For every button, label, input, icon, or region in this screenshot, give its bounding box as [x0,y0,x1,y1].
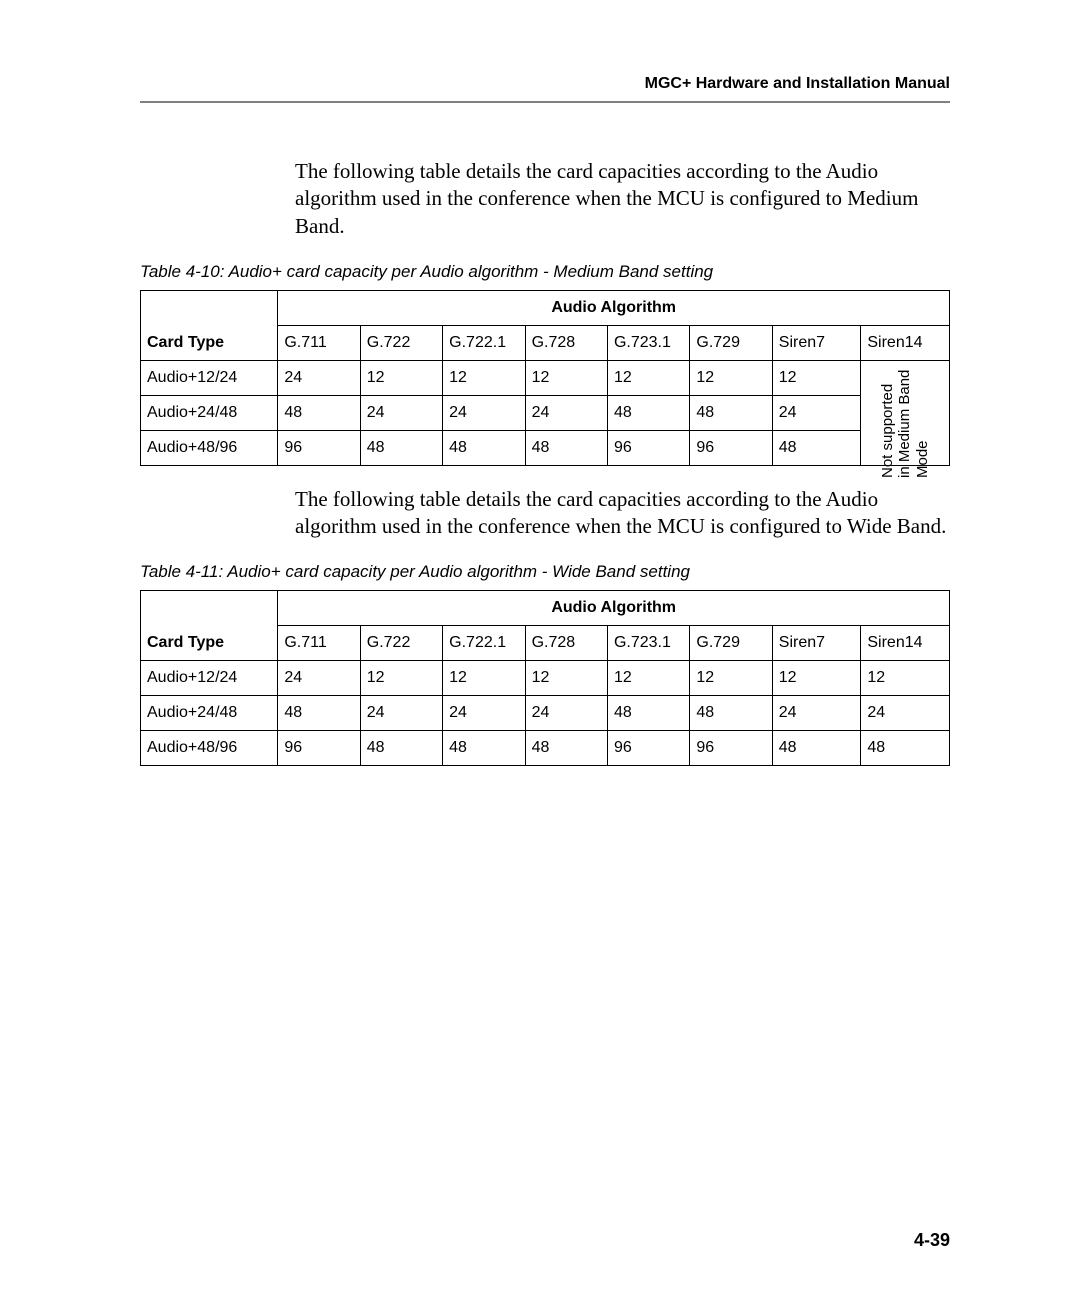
col-header: G.729 [690,325,772,360]
cell: 12 [360,661,442,696]
row-label: Audio+48/96 [141,731,278,766]
col-header: G.711 [278,325,360,360]
cell: 24 [525,696,607,731]
row-label: Audio+24/48 [141,395,278,430]
row-header-label: Card Type [141,591,278,661]
col-header: G.722.1 [443,325,525,360]
cell: 24 [772,696,861,731]
cell: 12 [443,661,525,696]
col-header: G.722 [360,626,442,661]
cell: 48 [525,430,607,465]
doc-header-title: MGC+ Hardware and Installation Manual [140,75,950,93]
cell: 48 [278,696,360,731]
table-row: Audio+12/24 24 12 12 12 12 12 12 12 [141,661,950,696]
col-header: G.711 [278,626,360,661]
row-label: Audio+12/24 [141,360,278,395]
col-header: G.723.1 [607,626,689,661]
cell: 96 [690,430,772,465]
table-row: Audio+24/48 48 24 24 24 48 48 24 [141,395,950,430]
table-row: Audio+24/48 48 24 24 24 48 48 24 24 [141,696,950,731]
cell: 24 [861,696,950,731]
page: MGC+ Hardware and Installation Manual Th… [0,0,1080,1306]
table-row: Audio+48/96 96 48 48 48 96 96 48 48 [141,731,950,766]
cell: 12 [772,661,861,696]
page-number: 4-39 [914,1230,950,1251]
intro-paragraph-2: The following table details the card cap… [140,486,950,541]
cell: 48 [690,395,772,430]
table-wide: Card Type Audio Algorithm G.711 G.722 G.… [140,590,950,766]
cell: 48 [278,395,360,430]
col-header: G.728 [525,626,607,661]
col-header: Siren7 [772,325,861,360]
cell: 48 [772,731,861,766]
cell: 12 [607,661,689,696]
cell: 48 [360,731,442,766]
cell: 24 [278,661,360,696]
cell: 96 [607,430,689,465]
col-header: G.722 [360,325,442,360]
cell: 96 [278,731,360,766]
cell: 48 [772,430,861,465]
cell: 12 [607,360,689,395]
siren14-note: Not supported in Medium Band Mode [879,348,931,478]
siren14-note-cell: Not supported in Medium Band Mode [861,360,950,465]
cell: 96 [278,430,360,465]
table-row: Audio+48/96 96 48 48 48 96 96 48 [141,430,950,465]
col-header: G.728 [525,325,607,360]
cell: 48 [443,430,525,465]
cell: 12 [690,661,772,696]
cell: 24 [278,360,360,395]
col-header: Siren7 [772,626,861,661]
cell: 24 [360,395,442,430]
col-header: G.723.1 [607,325,689,360]
cell: 24 [525,395,607,430]
table-medium: Card Type Audio Algorithm G.711 G.722 G.… [140,290,950,466]
cell: 24 [772,395,861,430]
cell: 48 [690,696,772,731]
cell: 48 [443,731,525,766]
cell: 12 [525,360,607,395]
table-caption-medium: Table 4-10: Audio+ card capacity per Aud… [140,262,950,282]
cell: 48 [360,430,442,465]
cell: 12 [443,360,525,395]
cell: 12 [360,360,442,395]
cell: 12 [861,661,950,696]
cell: 12 [525,661,607,696]
row-label: Audio+12/24 [141,661,278,696]
cell: 48 [607,696,689,731]
header-rule [140,101,950,103]
cell: 48 [607,395,689,430]
cell: 48 [861,731,950,766]
col-header: G.729 [690,626,772,661]
cell: 96 [607,731,689,766]
col-header: Siren14 [861,626,950,661]
cell: 12 [690,360,772,395]
col-header: G.722.1 [443,626,525,661]
table-caption-wide: Table 4-11: Audio+ card capacity per Aud… [140,562,950,582]
cell: 96 [690,731,772,766]
cell: 48 [525,731,607,766]
row-label: Audio+24/48 [141,696,278,731]
cell: 12 [772,360,861,395]
cell: 24 [360,696,442,731]
algorithm-group-header: Audio Algorithm [278,591,950,626]
cell: 24 [443,696,525,731]
algorithm-group-header: Audio Algorithm [278,290,950,325]
row-header-label: Card Type [141,290,278,360]
row-label: Audio+48/96 [141,430,278,465]
cell: 24 [443,395,525,430]
intro-paragraph-1: The following table details the card cap… [140,158,950,240]
table-row: Audio+12/24 24 12 12 12 12 12 12 Not sup… [141,360,950,395]
